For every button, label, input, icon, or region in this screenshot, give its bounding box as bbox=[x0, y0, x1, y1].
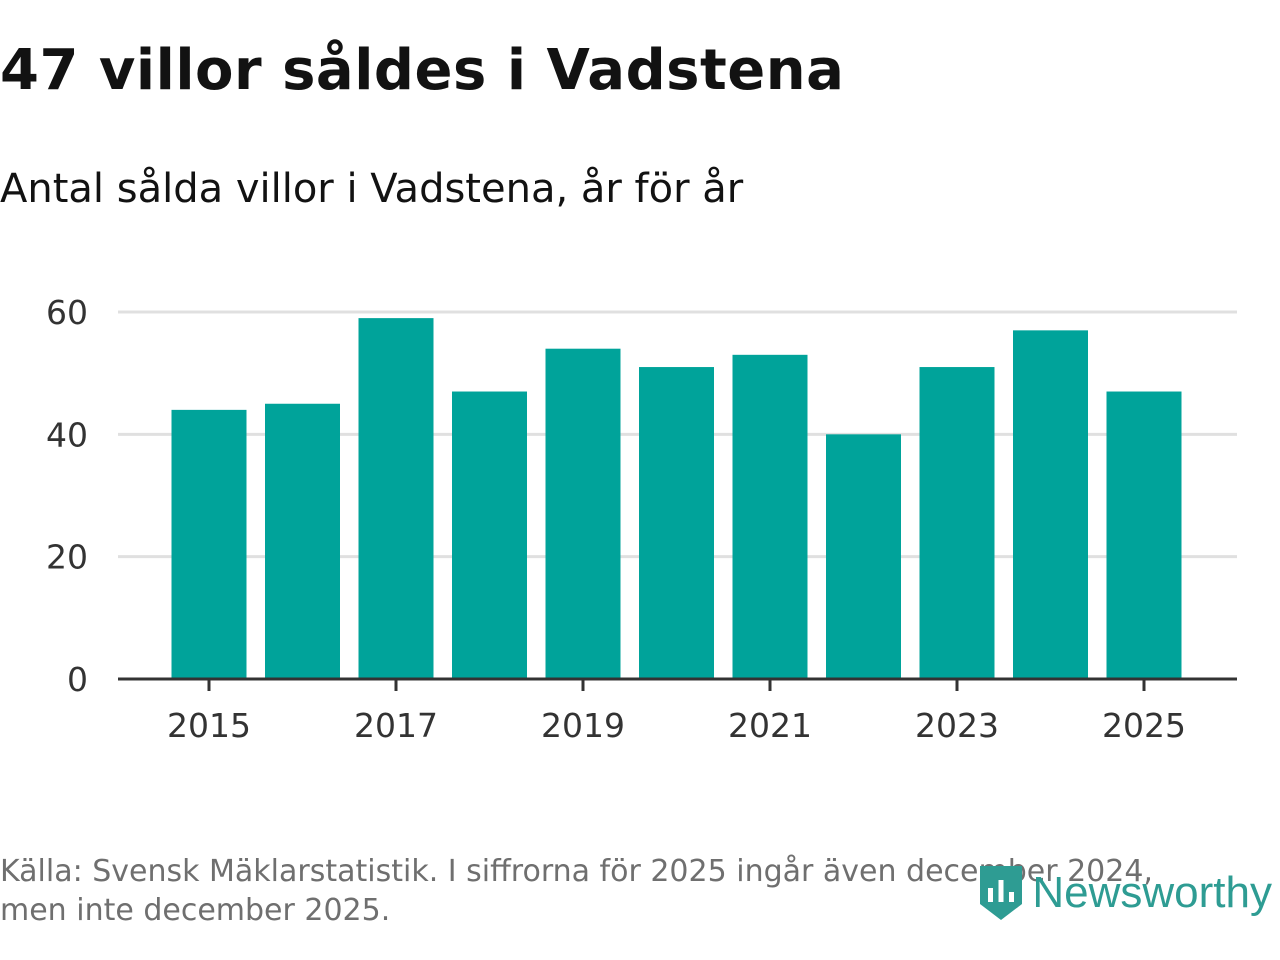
source-note: Källa: Svensk Mäklarstatistik. I siffror… bbox=[0, 854, 1153, 928]
bar-2018[interactable] bbox=[452, 391, 527, 679]
chart-title: 47 villor såldes i Vadstena bbox=[0, 38, 845, 103]
brand-logo[interactable]: Newsworthy bbox=[976, 862, 1272, 924]
bar-2025[interactable] bbox=[1106, 391, 1182, 679]
bar-2019[interactable] bbox=[545, 348, 621, 679]
bar-2024[interactable] bbox=[1013, 330, 1088, 679]
x-tick-label: 2017 bbox=[354, 706, 438, 745]
y-tick-label: 20 bbox=[46, 538, 88, 577]
brand-name: Newsworthy bbox=[1032, 868, 1272, 917]
bar-2021[interactable] bbox=[732, 354, 808, 679]
bar-chart: 0 20 40 60 2015 2017 2019 2021 2023 2025 bbox=[46, 293, 1237, 745]
bar-2017[interactable] bbox=[358, 318, 434, 679]
chart-subtitle: Antal sålda villor i Vadstena, år för år bbox=[0, 166, 744, 212]
x-axis: 2015 2017 2019 2021 2023 2025 bbox=[118, 677, 1237, 745]
x-tick-label: 2019 bbox=[541, 706, 625, 745]
newsworthy-logo-icon bbox=[976, 862, 1026, 924]
bar-2022[interactable] bbox=[826, 434, 901, 679]
bar-2016[interactable] bbox=[265, 403, 340, 679]
bars bbox=[171, 318, 1182, 679]
x-tick-label: 2021 bbox=[728, 706, 812, 745]
y-axis: 0 20 40 60 bbox=[46, 293, 88, 699]
y-tick-label: 60 bbox=[46, 293, 88, 332]
bar-2020[interactable] bbox=[639, 367, 714, 679]
y-tick-label: 0 bbox=[67, 660, 88, 699]
bar-2023[interactable] bbox=[919, 367, 995, 679]
x-tick-label: 2025 bbox=[1102, 706, 1186, 745]
x-tick-label: 2015 bbox=[167, 706, 251, 745]
x-tick-label: 2023 bbox=[915, 706, 999, 745]
bar-2015[interactable] bbox=[171, 409, 247, 679]
y-tick-label: 40 bbox=[46, 415, 88, 454]
